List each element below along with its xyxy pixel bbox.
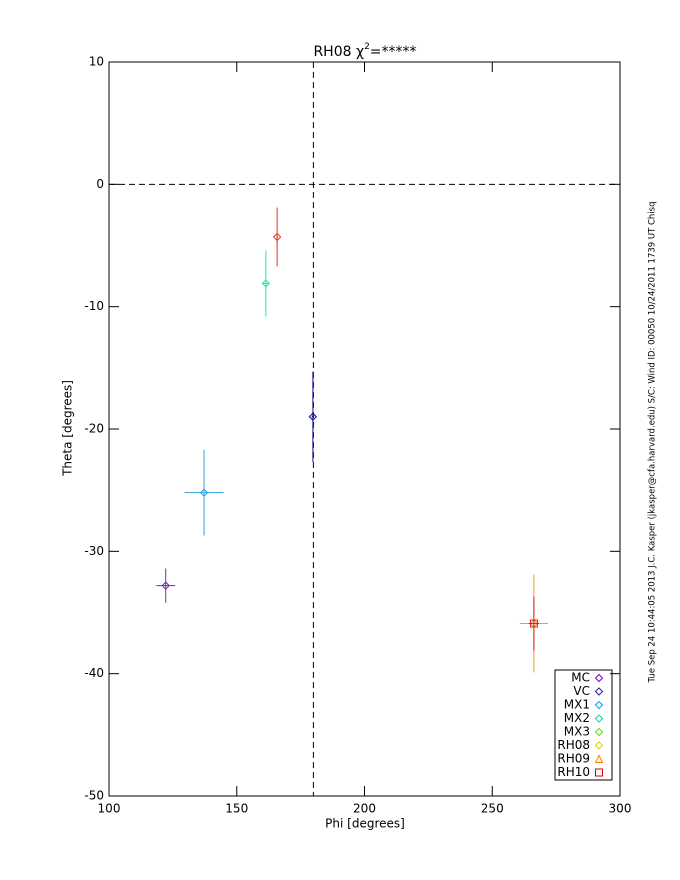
- legend-marker: [594, 687, 604, 696]
- legend-marker: [594, 754, 604, 763]
- y-axis-label: Theta [degrees]: [61, 380, 75, 477]
- legend-marker: [594, 714, 604, 723]
- chart-title: RH08 χ2=*****: [313, 42, 416, 61]
- x-axis-label: Phi [degrees]: [325, 817, 405, 831]
- legend-marker: [594, 741, 604, 750]
- legend-marker: [594, 700, 604, 710]
- title-sup: 2: [364, 42, 370, 52]
- legend-label: MC: [571, 671, 590, 685]
- title-rest: =*****: [370, 44, 417, 60]
- legend-label: VC: [573, 684, 590, 698]
- point: [529, 619, 538, 628]
- title-text: RH08 χ: [313, 44, 364, 60]
- side-note: Tue Sep 24 10:44:05 2013 J.C. Kasper (jk…: [648, 201, 658, 683]
- legend-label: MX3: [564, 725, 590, 739]
- y-tick-label: 10: [89, 55, 104, 69]
- legend-marker: [595, 768, 603, 777]
- legend-label: RH08: [557, 738, 590, 752]
- y-tick-label: -50: [84, 789, 104, 803]
- y-tick-label: -30: [84, 544, 104, 558]
- x-tick-label: 250: [481, 802, 504, 816]
- legend-label: RH10: [557, 765, 590, 779]
- legend-label: MX1: [564, 698, 590, 712]
- point: [272, 232, 282, 242]
- point: [199, 488, 209, 497]
- x-tick-label: 200: [353, 802, 376, 816]
- y-tick-label: 0: [96, 177, 104, 191]
- x-tick-label: 100: [98, 802, 121, 816]
- point: [308, 412, 318, 421]
- y-tick-label: -40: [84, 666, 104, 680]
- legend-label: RH09: [557, 752, 590, 766]
- y-tick-label: -10: [84, 299, 104, 313]
- y-tick-label: -20: [84, 422, 104, 436]
- point: [261, 279, 271, 288]
- x-tick-label: 150: [225, 802, 248, 816]
- x-tick-label: 300: [609, 802, 632, 816]
- legend-marker: [594, 673, 604, 683]
- point: [161, 581, 170, 590]
- legend-marker: [594, 727, 604, 737]
- legend-label: MX2: [564, 711, 590, 725]
